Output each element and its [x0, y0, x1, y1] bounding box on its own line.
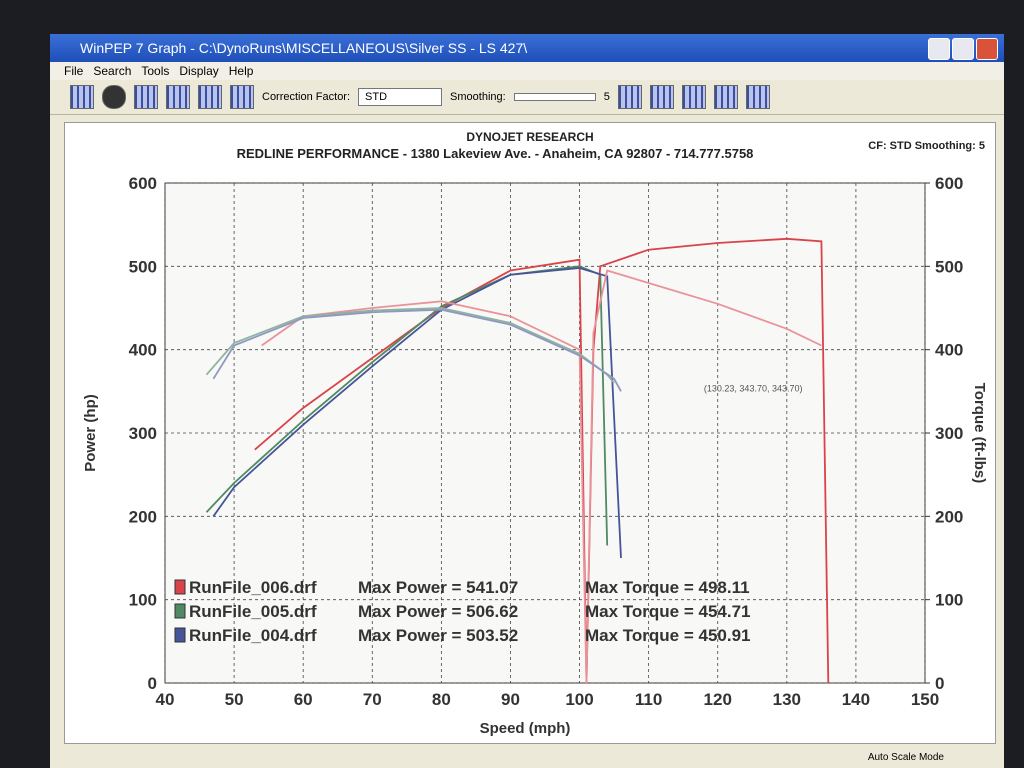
menu-item[interactable]: Search [93, 64, 132, 78]
settings-note: CF: STD Smoothing: 5 [868, 140, 985, 152]
menu-bar: File Search Tools Display Help [50, 62, 1004, 80]
x-tick-label: 80 [432, 690, 451, 709]
legend-power: Max Power = 541.07 [358, 578, 518, 597]
x-axis-label: Speed (mph) [480, 720, 571, 737]
annotation: (130.23, 343.70, 343.70) [704, 383, 803, 393]
maximize[interactable] [952, 38, 974, 60]
legend-power: Max Power = 506.62 [358, 602, 518, 621]
x-tick-label: 110 [635, 690, 662, 709]
x-tick-label: 120 [704, 690, 732, 709]
smoothing-label: Smoothing: [450, 91, 506, 103]
chart: DYNOJET RESEARCH REDLINE PERFORMANCE - 1… [82, 130, 988, 737]
y-tick-label: 400 [129, 341, 157, 360]
tool-button[interactable] [617, 85, 642, 109]
tool-button[interactable] [134, 85, 158, 109]
app-window: WinPEP 7 Graph - C:\DynoRuns\MISCELLANEO… [50, 34, 1004, 768]
y-tick-label: 500 [129, 257, 157, 276]
legend-name: RunFile_004.drf [189, 626, 317, 645]
tool-button[interactable] [681, 85, 706, 109]
x-tick-label: 150 [911, 690, 939, 709]
y-tick-label: 100 [129, 591, 157, 610]
legend-torque: Max Torque = 450.91 [585, 626, 751, 645]
x-tick-label: 140 [842, 690, 870, 709]
tool-button[interactable] [713, 85, 738, 109]
status-text: Auto Scale Mode [867, 752, 944, 763]
window-title: WinPEP 7 Graph - C:\DynoRuns\MISCELLANEO… [80, 40, 528, 56]
y2-tick-label: 500 [935, 257, 963, 276]
y2-tick-label: 100 [935, 591, 963, 610]
legend-name: RunFile_005.drf [189, 602, 317, 621]
x-tick-label: 40 [156, 690, 175, 709]
correction-select[interactable]: STD [358, 88, 443, 106]
y-tick-label: 200 [129, 507, 157, 526]
y-tick-label: 0 [148, 674, 157, 693]
data-line [261, 269, 822, 684]
y-tick-label: 300 [129, 424, 157, 443]
graph-panel: DYNOJET RESEARCH REDLINE PERFORMANCE - 1… [64, 122, 996, 744]
legend-torque: Max Torque = 454.71 [585, 602, 751, 621]
title-bar: WinPEP 7 Graph - C:\DynoRuns\MISCELLANEO… [50, 34, 1004, 62]
correction-label: Correction Factor: [262, 91, 351, 103]
y-tick-label: 600 [129, 174, 157, 193]
y2-tick-label: 300 [935, 424, 963, 443]
tool-button[interactable] [198, 85, 222, 109]
menu-item[interactable]: File [64, 64, 84, 78]
minimize[interactable] [928, 38, 950, 60]
data-line [212, 308, 622, 392]
tool-button[interactable] [102, 85, 126, 109]
x-tick-label: 100 [565, 690, 593, 709]
menu-item[interactable]: Help [228, 64, 254, 78]
legend-swatch [174, 603, 186, 619]
chart-title: DYNOJET RESEARCH [466, 130, 593, 144]
menu-item[interactable]: Tools [141, 64, 170, 78]
y2-tick-label: 600 [935, 174, 963, 193]
tool-button[interactable] [70, 85, 94, 109]
toolbar: Correction Factor: STD Smoothing: 5 [50, 80, 1004, 115]
x-tick-label: 70 [363, 690, 382, 709]
y2-tick-label: 200 [935, 507, 963, 526]
status-bar: Auto Scale Mode [50, 748, 1004, 768]
legend-swatch [174, 627, 186, 643]
x-tick-label: 50 [225, 690, 244, 709]
legend-power: Max Power = 503.52 [358, 626, 518, 645]
x-tick-label: 130 [773, 690, 801, 709]
y2-tick-label: 400 [935, 341, 963, 360]
y-axis-label: Power (hp) [82, 394, 99, 472]
menu-item[interactable]: Display [179, 64, 219, 78]
legend-name: RunFile_006.drf [189, 578, 317, 597]
legend-swatch [174, 579, 186, 595]
legend-torque: Max Torque = 498.11 [585, 578, 750, 597]
smoothing-slider[interactable] [513, 93, 596, 101]
y2-axis-label: Torque (ft-lbs) [971, 383, 988, 484]
y2-tick-label: 0 [935, 674, 944, 693]
x-tick-label: 90 [501, 690, 520, 709]
smoothing-value: 5 [603, 91, 610, 103]
tool-button[interactable] [230, 85, 254, 109]
close[interactable] [976, 38, 998, 60]
tool-button[interactable] [745, 85, 770, 109]
tool-button[interactable] [649, 85, 674, 109]
chart-subtitle: REDLINE PERFORMANCE - 1380 Lakeview Ave.… [237, 146, 754, 161]
tool-button[interactable] [166, 85, 190, 109]
x-tick-label: 60 [294, 690, 313, 709]
